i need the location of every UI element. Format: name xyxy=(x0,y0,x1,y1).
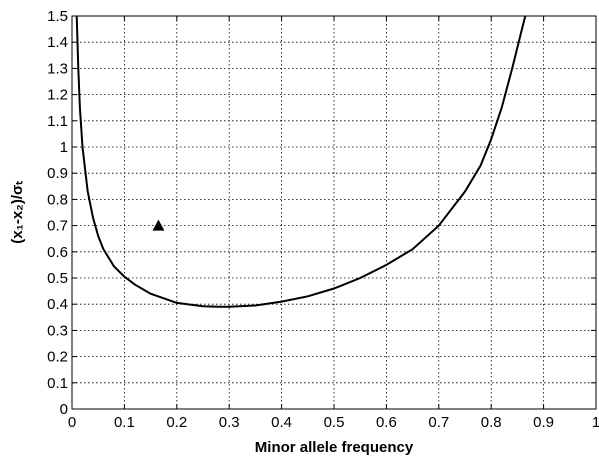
y-tick-label: 0.1 xyxy=(47,375,68,392)
y-tick-labels: 0 0.1 0.2 0.3 0.4 0.5 0.6 0.7 0.8 0.9 1 1.1 1.2 1.3 1.… xyxy=(47,8,68,418)
x-tick-label: 0 xyxy=(68,414,76,431)
y-tick-label: 1.1 xyxy=(47,113,68,130)
y-tick-label: 0.9 xyxy=(47,165,68,182)
y-tick-label: 0.7 xyxy=(47,218,68,235)
series-line xyxy=(75,15,527,308)
y-axis-label: (x₁-x₂)/σₜ xyxy=(9,180,26,243)
x-axis-label: Minor allele frequency xyxy=(255,439,414,456)
y-tick-label: 0.2 xyxy=(47,349,68,366)
triangle-marker xyxy=(152,219,165,231)
x-tick-label: 0.2 xyxy=(166,414,187,431)
x-tick-labels: 0 0.1 0.2 0.3 0.4 0.5 0.6 0.7 0.8 0.9 1 xyxy=(68,414,599,431)
x-tick-label: 0.6 xyxy=(376,414,397,431)
y-tick-label: 0.3 xyxy=(47,322,68,339)
y-tick-label: 0.5 xyxy=(47,270,68,287)
x-tick-label: 0.8 xyxy=(481,414,502,431)
y-tick-label: 0.6 xyxy=(47,244,68,261)
x-tick-label: 0.3 xyxy=(219,414,240,431)
y-tick-label: 1.4 xyxy=(47,34,68,51)
x-tick-label: 1 xyxy=(592,414,599,431)
y-tick-label: 0 xyxy=(60,401,68,418)
x-tick-label: 0.5 xyxy=(324,414,345,431)
y-tick-label: 1.3 xyxy=(47,60,68,77)
scatter-points xyxy=(152,219,165,231)
x-tick-label: 0.4 xyxy=(271,414,292,431)
y-tick-label: 0.4 xyxy=(47,296,68,313)
x-tick-label: 0.9 xyxy=(533,414,554,431)
grid xyxy=(72,16,596,409)
plot-frame xyxy=(71,15,597,410)
x-tick-label: 0.1 xyxy=(114,414,135,431)
x-tick-label: 0.7 xyxy=(428,414,449,431)
y-tick-label: 0.8 xyxy=(47,191,68,208)
y-tick-label: 1.5 xyxy=(47,8,68,25)
y-tick-label: 1 xyxy=(60,139,68,156)
y-tick-label: 1.2 xyxy=(47,87,68,104)
